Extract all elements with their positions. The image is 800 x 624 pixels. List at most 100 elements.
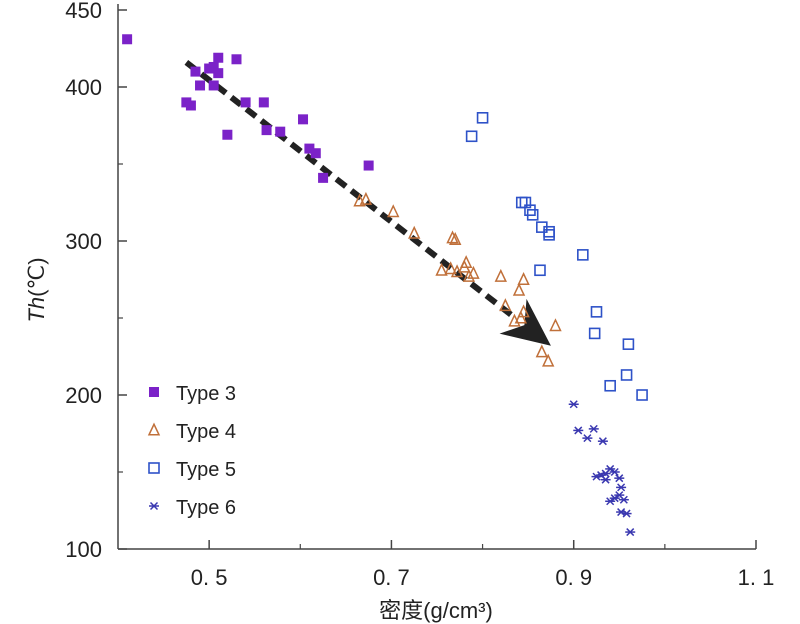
x-tick-label: 1. 1: [738, 565, 775, 590]
y-tick-label: 300: [65, 229, 102, 254]
data-point: [543, 229, 555, 241]
marker-open-square: [534, 264, 546, 277]
marker-asterisk-arm: [592, 472, 601, 481]
legend-label: Type 3: [176, 383, 236, 405]
x-tick-label: 0. 9: [555, 565, 592, 590]
data-point: [621, 509, 632, 518]
marker-triangle: [459, 255, 473, 269]
marker-square: [240, 97, 251, 108]
data-point: [618, 495, 629, 504]
marker-square: [213, 52, 224, 63]
marker-square: [298, 114, 309, 125]
marker-square: [258, 97, 269, 108]
data-point: [435, 262, 448, 276]
legend-label: Type 6: [176, 497, 236, 519]
marker-square: [190, 66, 201, 77]
data-point: [514, 310, 528, 324]
legend-item: Type 3: [149, 383, 236, 405]
data-point: [499, 298, 512, 312]
data-point: [494, 268, 507, 282]
marker-triangle: [462, 268, 476, 282]
marker-square: [231, 54, 242, 65]
data-point: [213, 68, 224, 79]
marker-open-square: [590, 306, 603, 318]
marker-open-square: [604, 379, 616, 392]
series-type-6: [568, 400, 636, 537]
data-point: [359, 191, 373, 205]
marker-asterisk-arm: [619, 495, 628, 504]
legend-item: Type 6: [149, 497, 236, 519]
marker-square: [275, 126, 286, 137]
data-point: [582, 434, 593, 443]
series-type-5: [465, 112, 648, 401]
marker-asterisk-arm: [622, 509, 631, 518]
x-tick-label: 0. 7: [373, 565, 410, 590]
data-point: [517, 272, 530, 285]
marker-triangle: [359, 191, 373, 205]
y-tick-label: 400: [65, 75, 102, 100]
data-point: [568, 400, 579, 409]
marker-square: [222, 129, 233, 140]
marker-asterisk-arm: [569, 400, 578, 409]
data-point: [467, 265, 480, 279]
marker-triangle: [449, 231, 462, 245]
data-point: [446, 230, 459, 244]
marker-open-square: [577, 249, 589, 261]
marker-triangle: [512, 282, 526, 296]
marker-asterisk-arm: [606, 497, 615, 506]
data-point: [542, 353, 555, 367]
x-axis-title: 密度(g/cm³): [379, 598, 493, 623]
data-point: [363, 160, 374, 171]
data-point: [195, 80, 206, 91]
marker-triangle: [435, 262, 448, 276]
marker-open-square: [526, 209, 539, 221]
y-tick-label: 450: [65, 0, 102, 23]
data-point: [190, 66, 201, 77]
marker-square: [122, 34, 133, 45]
marker-square: [304, 143, 315, 154]
series-type-3: [122, 34, 374, 183]
data-point: [512, 282, 526, 296]
marker-triangle: [467, 265, 480, 279]
y-axis-title-symbol: Th: [24, 297, 49, 323]
marker-open-square: [465, 130, 478, 143]
marker-square: [208, 80, 219, 91]
marker-asterisk-arm: [615, 474, 624, 483]
data-point: [588, 424, 599, 433]
marker-triangle: [549, 318, 562, 332]
data-point: [122, 34, 133, 45]
data-point: [620, 369, 633, 381]
data-point: [636, 389, 648, 401]
marker-triangle: [147, 422, 161, 436]
marker-open-square: [148, 462, 160, 474]
marker-triangle: [408, 225, 421, 239]
marker-triangle: [446, 230, 459, 244]
legend-marker: [149, 501, 159, 511]
data-point: [622, 338, 635, 350]
marker-asterisk-arm: [610, 467, 619, 477]
legend-label: Type 5: [176, 459, 236, 481]
data-point: [534, 264, 546, 277]
marker-square: [310, 148, 321, 159]
marker-asterisk-arm: [601, 475, 610, 484]
marker-square: [185, 100, 196, 111]
marker-triangle: [494, 268, 507, 282]
legend-marker: [147, 422, 161, 436]
legend-marker: [148, 462, 160, 474]
marker-asterisk-arm: [597, 471, 606, 480]
marker-open-square: [588, 327, 601, 340]
marker-triangle: [517, 272, 530, 285]
legend-item: Type 5: [148, 459, 236, 481]
data-point: [535, 344, 549, 358]
series-type-4: [353, 191, 562, 367]
marker-square: [261, 125, 272, 136]
data-point: [444, 261, 457, 275]
data-point: [549, 318, 562, 332]
data-point: [526, 209, 539, 221]
marker-square: [318, 172, 329, 183]
marker-open-square: [543, 229, 555, 241]
data-point: [600, 475, 611, 484]
data-point: [588, 327, 601, 340]
